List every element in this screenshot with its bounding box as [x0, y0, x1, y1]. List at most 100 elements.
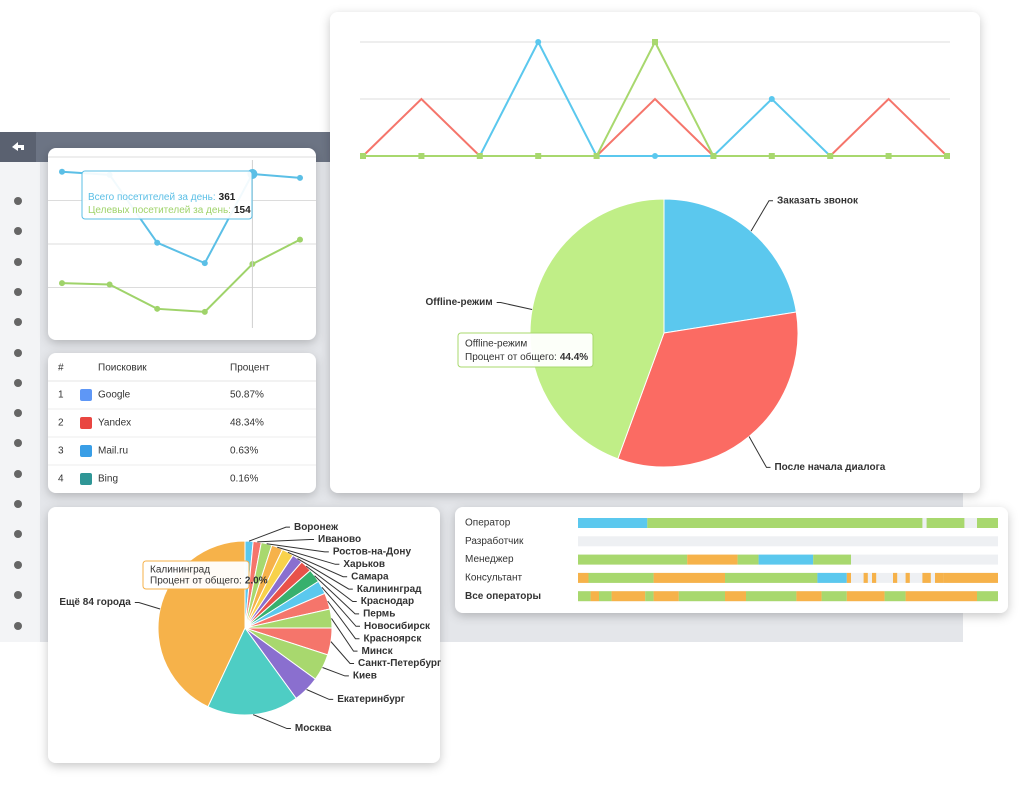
slice-label: Екатеринбург: [337, 693, 405, 705]
nav-icon[interactable]: [14, 409, 22, 417]
pie-slice: [617, 311, 799, 468]
segment: [922, 572, 931, 583]
nav-icon[interactable]: [14, 197, 22, 205]
engine-icon: [80, 445, 92, 457]
segment: [872, 572, 877, 583]
point: [59, 280, 65, 287]
point: [154, 305, 161, 312]
column-header: #: [58, 363, 64, 374]
series-line: [362, 97, 948, 157]
slice-label: Минск: [362, 646, 394, 657]
segment: [599, 591, 612, 602]
leader-line: [266, 543, 329, 553]
nav-icon[interactable]: [14, 288, 22, 296]
column-header: Поисковик: [98, 363, 147, 374]
slice-label: Offline-режим: [426, 297, 493, 308]
nav-icon[interactable]: [14, 561, 22, 569]
segment: [935, 572, 944, 583]
tooltip-line: Всего посетителей за день: 361: [88, 192, 236, 203]
tooltip-box: [457, 332, 594, 368]
segment: [821, 591, 847, 602]
tooltip: Всего посетителей за день: 361 Целевых пос…: [81, 170, 253, 220]
cell: Bing: [98, 474, 118, 485]
pie-slice: [529, 198, 665, 460]
segment: [758, 554, 814, 565]
leader-line: [321, 586, 360, 627]
segment: [653, 591, 679, 602]
segment: [977, 591, 998, 602]
tooltip-label: Процент от общего:: [465, 350, 557, 362]
slice-label: Ещё 84 города: [59, 597, 131, 608]
slice-label: Калининград: [357, 584, 422, 595]
tooltip-label: Процент от общего:: [150, 574, 242, 586]
segment: [578, 572, 589, 583]
table-panel: [48, 353, 316, 493]
leader-line: [134, 601, 161, 610]
slice-label: Киев: [353, 671, 377, 682]
leader-line: [331, 618, 358, 652]
tooltip-line: Процент от общего: 2.0%: [150, 574, 268, 586]
point: [944, 153, 950, 159]
cell: 2: [58, 418, 64, 429]
slice-label: Пермь: [363, 609, 395, 620]
segment: [846, 572, 851, 583]
row-label: Менеджер: [465, 554, 514, 565]
point: [885, 153, 892, 159]
nav-icon[interactable]: [14, 500, 22, 508]
tooltip-line: Процент от общего: 44.4%: [465, 350, 588, 362]
leader-line: [327, 600, 360, 640]
nav-icon[interactable]: [14, 439, 22, 447]
row-label: Разработчик: [465, 535, 524, 547]
point: [827, 153, 834, 159]
leader-line: [257, 539, 315, 543]
series-line: [61, 238, 301, 313]
row-label: Оператор: [465, 518, 511, 529]
point: [652, 39, 658, 45]
segment: [746, 591, 797, 602]
segment: [943, 572, 998, 583]
pie-slice: [207, 627, 297, 716]
tooltip-value: 44.4%: [560, 351, 588, 362]
segment: [926, 518, 965, 528]
slice-label: Самара: [351, 571, 389, 582]
cell: Yandex: [98, 418, 131, 429]
point: [593, 153, 600, 159]
cell: Google: [98, 390, 131, 401]
nav-icon[interactable]: [14, 258, 22, 266]
nav-icon[interactable]: [14, 530, 22, 538]
point: [710, 153, 717, 159]
nav-icon[interactable]: [14, 591, 22, 599]
nav-icon[interactable]: [14, 318, 22, 326]
cell: Mail.ru: [98, 446, 128, 457]
nav-icon[interactable]: [14, 379, 22, 387]
leader-line: [248, 526, 290, 542]
segment: [578, 518, 648, 528]
slice-label: После начала диалога: [774, 462, 885, 473]
engine-icon: [80, 473, 92, 485]
content: Всего посетителей за день: 361 Целевых пос…: [48, 39, 998, 734]
nav-icon[interactable]: [14, 622, 22, 630]
slice-label: Харьков: [343, 559, 385, 570]
slice-label: Москва: [295, 723, 332, 734]
slice-label: Краснодар: [361, 596, 414, 607]
segment: [846, 591, 885, 602]
tooltip-value: 361: [219, 192, 236, 203]
leader-line: [748, 436, 771, 468]
engine-icon: [80, 389, 92, 401]
nav-icon[interactable]: [14, 227, 22, 235]
engine-icon: [80, 417, 92, 429]
nav-icon[interactable]: [14, 470, 22, 478]
nav-icon[interactable]: [14, 349, 22, 357]
point: [297, 174, 303, 181]
tooltip-value: 2.0%: [245, 575, 268, 586]
point: [535, 39, 542, 45]
segment: [893, 572, 898, 583]
slice-label: Заказать звонок: [777, 195, 859, 206]
segment: [905, 572, 910, 583]
segment: [590, 591, 599, 602]
slice-label: Санкт-Петербург: [358, 657, 441, 669]
point: [418, 153, 425, 159]
sidebar-icons: [14, 197, 22, 630]
